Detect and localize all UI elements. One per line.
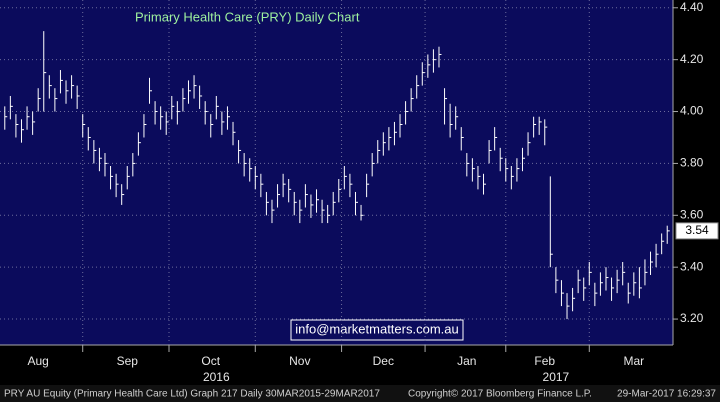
- footer-text: PRY AU Equity (Primary Health Care Ltd) …: [4, 389, 380, 400]
- y-tick-label: 4.20: [680, 52, 704, 66]
- plot-background: [0, 0, 673, 345]
- footer-text: 29-Mar-2017 16:29:37: [617, 389, 716, 400]
- x-tick-label: Sep: [117, 354, 139, 368]
- x-tick-label: Dec: [373, 354, 394, 368]
- year-label: 2017: [543, 370, 570, 384]
- y-tick-label: 3.40: [680, 259, 704, 273]
- annotation-box: [290, 319, 464, 341]
- x-tick-label: Oct: [201, 354, 220, 368]
- x-tick-label: Aug: [28, 354, 49, 368]
- y-tick-label: 3.20: [680, 311, 704, 325]
- x-tick-label: Nov: [289, 354, 310, 368]
- last-price-label: 3.54: [685, 223, 709, 237]
- x-tick-label: Jan: [457, 354, 476, 368]
- last-price-box: [675, 222, 719, 240]
- year-label: 2016: [203, 370, 230, 384]
- x-tick-label: Feb: [534, 354, 555, 368]
- chart-title: Primary Health Care (PRY) Daily Chart: [135, 9, 360, 24]
- y-tick-label: 3.60: [680, 207, 704, 221]
- footer-background: [0, 385, 720, 402]
- x-tick-label: Mar: [623, 354, 644, 368]
- y-tick-label: 4.00: [680, 104, 704, 118]
- y-tick-label: 3.80: [680, 156, 704, 170]
- footer-text: Copyright© 2017 Bloomberg Finance L.P.: [408, 389, 592, 400]
- annotation: info@marketmatters.com.au: [295, 321, 458, 336]
- y-tick-label: 4.40: [680, 0, 704, 14]
